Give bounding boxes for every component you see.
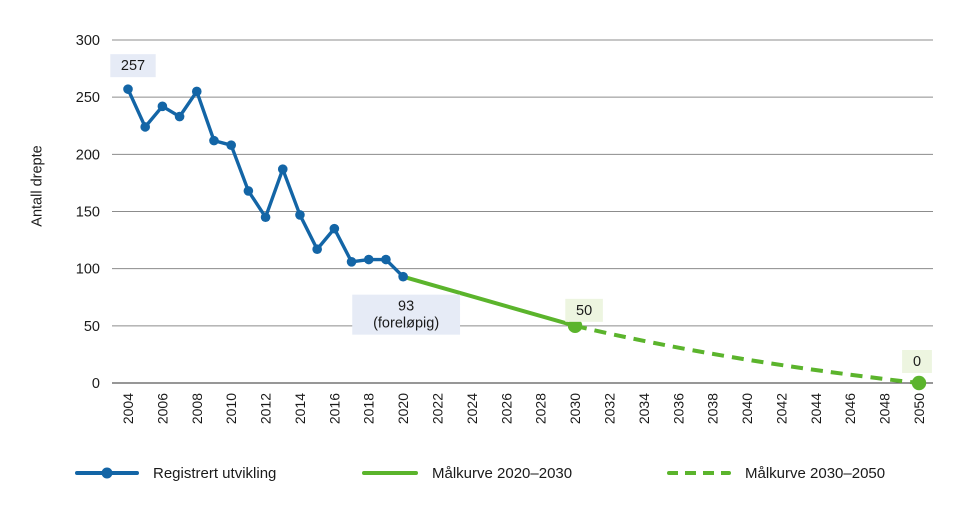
x-tick-label: 2026 — [498, 393, 514, 424]
x-tick-label: 2020 — [395, 393, 411, 424]
x-tick-label: 2016 — [326, 393, 342, 424]
annotation-a2030: 50 — [565, 298, 603, 322]
annotation-a2020: 93(foreløpig) — [352, 294, 461, 335]
target-2050-marker — [911, 375, 927, 391]
y-tick-label: 0 — [92, 376, 100, 392]
data-point-marker — [260, 212, 271, 223]
x-tick-label: 2050 — [911, 393, 927, 424]
data-point-marker — [329, 223, 340, 234]
series-registered — [123, 84, 408, 282]
x-tick-label: 2008 — [189, 393, 205, 424]
annotation-text: 50 — [576, 303, 592, 319]
legend-label-registered: Registrert utvikling — [153, 464, 277, 482]
x-tick-label: 2018 — [361, 393, 377, 424]
data-point-marker — [398, 271, 408, 282]
data-point-marker — [312, 244, 322, 255]
legend-item-target-2030-2050: Målkurve 2030–2050 — [667, 462, 885, 484]
x-tick-label: 2040 — [739, 393, 755, 424]
target-2030-marker — [567, 318, 583, 334]
green-solid-line-icon — [362, 462, 418, 484]
x-tick-label: 2022 — [430, 393, 446, 424]
data-point-marker — [209, 135, 219, 146]
gridlines — [112, 39, 933, 384]
x-tick-label: 2010 — [223, 393, 239, 424]
annotation-a2004: 257 — [110, 54, 156, 78]
x-tick-label: 2032 — [601, 393, 617, 424]
x-tick-label: 2024 — [464, 393, 480, 424]
legend-label-target-2020-2030: Målkurve 2020–2030 — [432, 464, 573, 482]
x-tick-label: 2038 — [705, 393, 721, 424]
x-tick-label: 2036 — [670, 393, 686, 424]
x-tick-label: 2044 — [808, 393, 824, 424]
y-tick-label: 50 — [84, 319, 100, 335]
legend-item-target-2020-2030: Målkurve 2020–2030 — [362, 462, 572, 484]
x-tick-labels: 2004 2006 2008 2010 2012 2014 2016 2018 2020 2022… — [120, 393, 927, 424]
series-target-2030-2050 — [567, 318, 927, 391]
data-point-marker — [346, 257, 357, 267]
annotation-text: (foreløpig) — [373, 316, 439, 332]
x-tick-label: 2028 — [533, 393, 549, 424]
y-tick-label: 250 — [76, 90, 100, 106]
annotation-text: 0 — [913, 354, 921, 370]
data-point-marker — [191, 86, 202, 97]
legend-label-target-2030-2050: Målkurve 2030–2050 — [745, 464, 886, 482]
annotations: 257 93(foreløpig) 50 0 — [110, 54, 932, 373]
x-tick-label: 2014 — [292, 393, 308, 424]
legend-item-registered: Registrert utvikling — [75, 462, 276, 484]
data-point-marker — [243, 186, 254, 196]
x-tick-label: 2042 — [773, 393, 789, 424]
data-point-marker — [381, 254, 391, 265]
y-tick-label: 200 — [76, 147, 100, 163]
x-tick-label: 2048 — [877, 393, 893, 424]
y-tick-labels: 0 50 100 150 200 250 300 — [76, 33, 100, 392]
data-point-marker — [174, 111, 185, 122]
data-point-marker — [226, 140, 236, 150]
data-point-marker — [123, 84, 133, 94]
x-tick-label: 2012 — [258, 393, 274, 424]
x-tick-label: 2006 — [154, 393, 170, 424]
annotation-a2050: 0 — [902, 350, 932, 373]
x-tick-label: 2034 — [636, 393, 652, 424]
data-point-marker — [140, 122, 150, 132]
annotation-text: 93 — [398, 299, 414, 315]
data-point-marker — [157, 101, 168, 112]
x-tick-label: 2030 — [567, 393, 583, 424]
data-point-marker — [363, 254, 374, 265]
y-tick-label: 300 — [76, 33, 100, 49]
y-tick-label: 100 — [76, 262, 100, 278]
x-tick-label: 2004 — [120, 393, 136, 424]
blue-line-with-dot-icon — [75, 462, 139, 484]
data-point-marker — [295, 210, 305, 220]
annotation-text: 257 — [121, 58, 145, 74]
data-point-marker — [277, 164, 288, 174]
green-dashed-line-icon — [667, 462, 731, 484]
x-tick-label: 2046 — [842, 393, 858, 424]
y-tick-label: 150 — [76, 205, 100, 221]
series-target-2020-2030 — [402, 274, 576, 328]
